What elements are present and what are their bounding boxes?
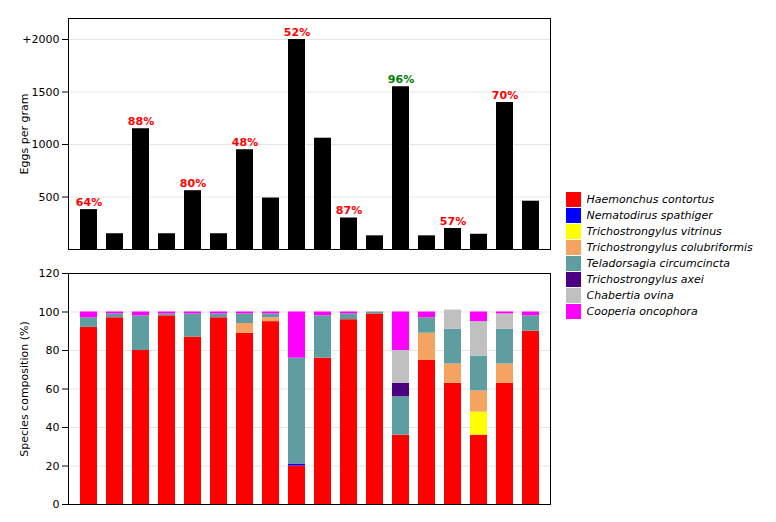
svg-text:+2000: +2000 — [22, 33, 59, 46]
svg-text:100: 100 — [39, 306, 60, 319]
svg-text:120: 120 — [39, 267, 60, 280]
svg-text:48%: 48% — [232, 136, 258, 149]
svg-text:52%: 52% — [284, 26, 310, 39]
html-text:Haemonchus contortus: Haemonchus contortus — [586, 193, 715, 207]
svg-text:40: 40 — [46, 421, 60, 434]
svg-text:96%: 96% — [388, 73, 414, 86]
svg-text:57%: 57% — [440, 215, 466, 228]
svg-text:70%: 70% — [492, 89, 518, 102]
html-text:Nematodirus spathiger: Nematodirus spathiger — [586, 209, 713, 223]
svg-text:Species composition (%): Species composition (%) — [18, 321, 31, 456]
svg-text:88%: 88% — [128, 115, 154, 128]
html-text:Cooperia oncophora: Cooperia oncophora — [586, 305, 698, 319]
svg-text:80: 80 — [46, 344, 60, 357]
svg-text:80%: 80% — [180, 177, 206, 190]
html-text:Trichostrongylus axei: Trichostrongylus axei — [586, 273, 704, 287]
svg-text:20: 20 — [46, 460, 60, 473]
svg-text:0: 0 — [53, 498, 60, 511]
svg-text:500: 500 — [39, 191, 60, 204]
html-text:Trichostrongylus vitrinus: Trichostrongylus vitrinus — [586, 225, 722, 239]
svg-text:1500: 1500 — [32, 86, 60, 99]
svg-text:64%: 64% — [76, 196, 102, 209]
html-text:Chabertia ovina: Chabertia ovina — [586, 289, 674, 303]
svg-text:60: 60 — [46, 383, 60, 396]
svg-text:87%: 87% — [336, 204, 362, 217]
html-text:Trichostrongylus colubriformis: Trichostrongylus colubriformis — [586, 241, 753, 255]
svg-text:1000: 1000 — [32, 138, 60, 151]
svg-text:Eggs per gram: Eggs per gram — [18, 94, 31, 175]
html-text:Teladorsagia circumcincta: Teladorsagia circumcincta — [586, 257, 730, 271]
